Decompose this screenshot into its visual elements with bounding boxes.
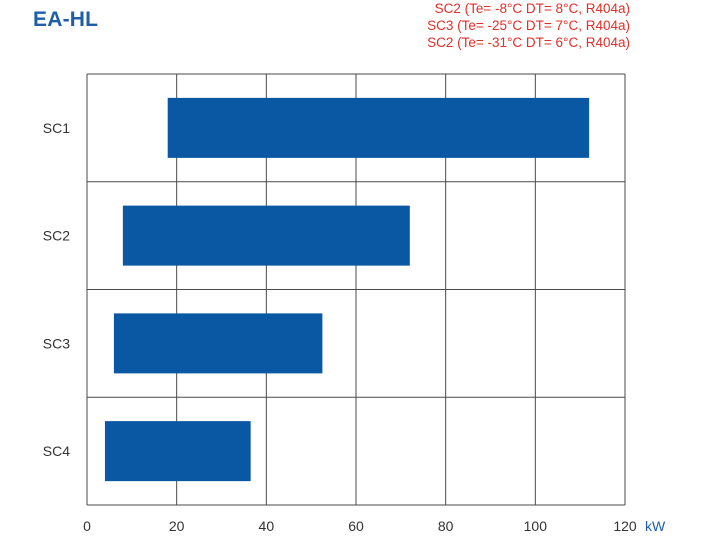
- tick-label: 40: [259, 518, 275, 534]
- tick-label: 60: [348, 518, 364, 534]
- tick-label: 20: [169, 518, 185, 534]
- category-label: SC3: [43, 335, 70, 351]
- chart-title: EA-HL: [33, 8, 99, 31]
- category-label: SC1: [43, 120, 70, 136]
- bar-sc4: [104, 421, 251, 482]
- condition-note: SC2 (Te= -31°C DT= 6°C, R404a): [427, 35, 630, 50]
- condition-notes: SC2 (Te= -8°C DT= 8°C, R404a) SC3 (Te= -…: [427, 0, 630, 51]
- bar-sc3: [113, 313, 323, 374]
- unit-label: kW: [645, 518, 666, 534]
- condition-note: SC2 (Te= -8°C DT= 8°C, R404a): [434, 1, 630, 16]
- bar-sc1: [167, 97, 590, 158]
- tick-label: 100: [524, 518, 548, 534]
- category-label: SC4: [43, 443, 70, 459]
- tick-labels: 0 20 40 60 80 100 120 kW: [83, 518, 666, 534]
- tick-label: 0: [83, 518, 91, 534]
- category-labels: SC1 SC2 SC3 SC4: [43, 120, 70, 459]
- bars: [104, 97, 590, 482]
- tick-label: 80: [438, 518, 454, 534]
- grid: [86, 73, 626, 506]
- category-label: SC2: [43, 228, 70, 244]
- bar-sc2: [122, 205, 410, 266]
- condition-note: SC3 (Te= -25°C DT= 7°C, R404a): [427, 18, 630, 33]
- tick-label: 120: [613, 518, 637, 534]
